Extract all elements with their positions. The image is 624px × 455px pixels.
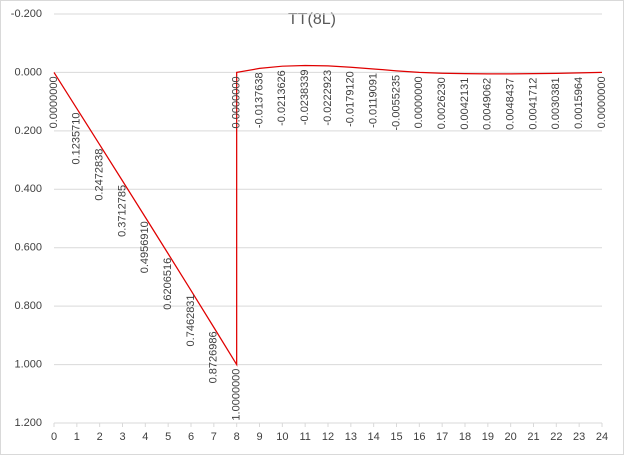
data-label: 0.0000000 bbox=[413, 76, 425, 128]
y-tick-label: 0.800 bbox=[14, 300, 42, 312]
data-label: 0.7462831 bbox=[185, 294, 197, 346]
y-tick-label: 0.400 bbox=[14, 183, 42, 195]
x-tick-label: 23 bbox=[573, 431, 585, 443]
y-tick-label: 1.000 bbox=[14, 358, 42, 370]
data-label: -0.0119091 bbox=[368, 73, 380, 128]
x-tick-label: 9 bbox=[256, 431, 262, 443]
x-tick-label: 12 bbox=[322, 431, 334, 443]
x-tick-label: 11 bbox=[299, 431, 310, 443]
x-tick-label: 3 bbox=[119, 431, 125, 443]
data-label: 0.0000000 bbox=[231, 76, 243, 128]
x-tick-label: 18 bbox=[459, 431, 471, 443]
x-tick-label: 14 bbox=[368, 431, 380, 443]
data-label: 0.0049062 bbox=[482, 78, 494, 130]
data-label: 0.0000000 bbox=[596, 76, 608, 128]
data-label: -0.0137638 bbox=[253, 72, 265, 128]
data-label: 0.4956910 bbox=[139, 221, 151, 273]
y-tick-label: 0.000 bbox=[14, 66, 42, 78]
data-label: 0.0048437 bbox=[505, 78, 517, 130]
x-tick-label: 7 bbox=[211, 431, 217, 443]
x-tick-label: 21 bbox=[527, 431, 539, 443]
x-tick-label: 4 bbox=[142, 431, 148, 443]
x-tick-label: 19 bbox=[482, 431, 494, 443]
x-tick-label: 1 bbox=[74, 431, 80, 443]
data-label: 0.2472838 bbox=[94, 149, 106, 201]
x-tick-label: 10 bbox=[276, 431, 288, 443]
data-label: 0.6206516 bbox=[162, 258, 174, 310]
y-tick-label: -0.200 bbox=[11, 8, 42, 20]
x-tick-label: 22 bbox=[550, 431, 562, 443]
data-label: 0.1235710 bbox=[71, 113, 83, 165]
data-label: 0.0030381 bbox=[550, 77, 562, 129]
data-line bbox=[53, 64, 603, 367]
data-label: 0.0042131 bbox=[459, 78, 471, 130]
data-label: 0.0015964 bbox=[573, 77, 585, 129]
data-label: -0.0222923 bbox=[322, 70, 334, 126]
x-tick-label: 6 bbox=[188, 431, 194, 443]
x-tick-label: 13 bbox=[345, 431, 357, 443]
x-tick-label: 5 bbox=[165, 431, 171, 443]
data-label: 0.0026230 bbox=[436, 77, 448, 129]
x-tick-label: 8 bbox=[234, 431, 240, 443]
data-label: -0.0213626 bbox=[276, 70, 288, 126]
x-tick-label: 16 bbox=[413, 431, 425, 443]
y-tick-label: 0.600 bbox=[14, 242, 42, 254]
x-tick-label: 24 bbox=[596, 431, 608, 443]
x-tick-label: 17 bbox=[436, 431, 448, 443]
chart-title: TT(8L) bbox=[288, 11, 336, 28]
x-tick-label: 15 bbox=[390, 431, 402, 443]
y-tick-label: 0.200 bbox=[14, 125, 42, 137]
data-label: 0.0041712 bbox=[527, 78, 539, 130]
data-label: -0.0179120 bbox=[345, 71, 357, 127]
data-label: 1.0000000 bbox=[231, 369, 243, 421]
data-label: 0.3712785 bbox=[116, 185, 128, 237]
data-label: -0.0238339 bbox=[299, 69, 311, 125]
data-label: 0.8726986 bbox=[208, 331, 220, 383]
data-label: 0.0000000 bbox=[48, 76, 60, 128]
data-label: -0.0055235 bbox=[390, 75, 402, 131]
x-tick-label: 0 bbox=[51, 431, 57, 443]
x-tick-label: 2 bbox=[97, 431, 103, 443]
x-tick-label: 20 bbox=[505, 431, 517, 443]
y-tick-label: 1.200 bbox=[14, 417, 42, 429]
